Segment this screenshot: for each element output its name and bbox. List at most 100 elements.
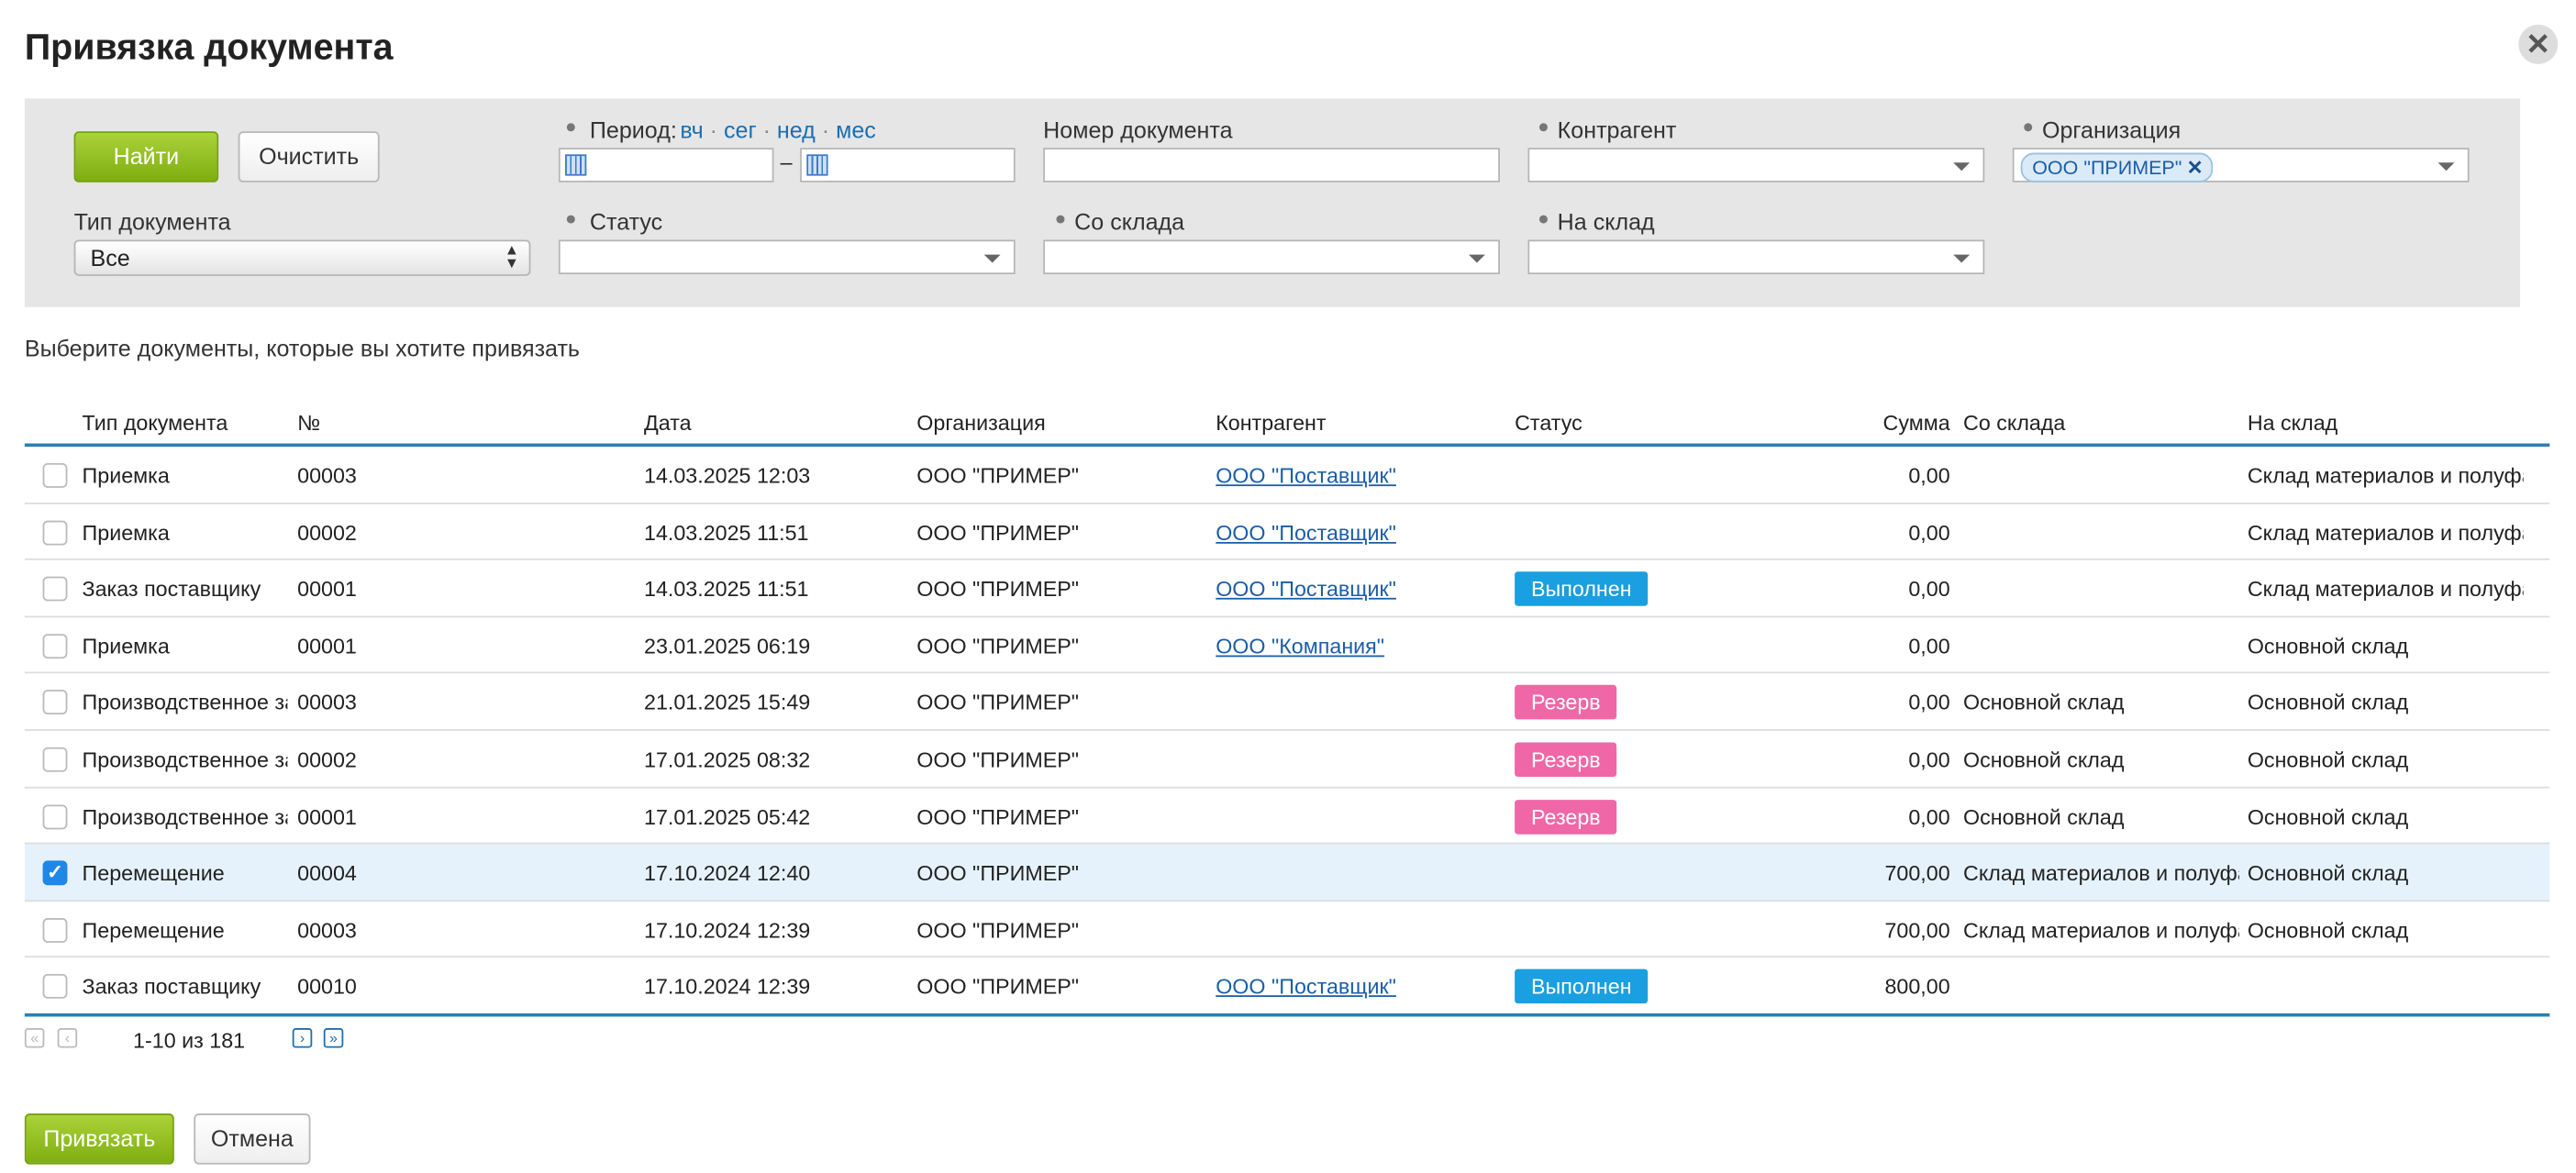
doctype-label: Тип документа [73, 208, 231, 236]
table-cell: Производственное зад [82, 690, 288, 715]
table-cell: Основной склад [2247, 747, 2409, 772]
counterparty-link[interactable]: ООО "Поставщик" [1216, 974, 1396, 1000]
cancel-button[interactable]: Отмена [194, 1113, 311, 1165]
counterparty-link[interactable]: ООО "Поставщик" [1216, 519, 1396, 545]
table-cell: 0,00 [1908, 463, 1950, 488]
tag-text: ООО "ПРИМЕР" [2032, 156, 2182, 180]
table-cell: 0,00 [1908, 747, 1950, 772]
counterparty-label: Контрагент [1557, 116, 1677, 143]
dialog-title: Привязка документа [24, 26, 394, 68]
table-cell: 00002 [297, 519, 357, 545]
table-cell: 00003 [297, 463, 357, 488]
column-header: Организация [916, 410, 1046, 436]
row-checkbox[interactable] [42, 690, 68, 715]
row-checkbox[interactable] [42, 974, 68, 1000]
table-cell: Склад материалов и полуфаб [2247, 463, 2524, 488]
table-cell: Основной склад [2247, 690, 2409, 715]
attach-button[interactable]: Привязать [24, 1113, 174, 1165]
status-label: Статус [589, 208, 663, 236]
table-cell: 700,00 [1884, 917, 1950, 943]
table-cell: 14.03.2025 11:51 [643, 519, 809, 545]
period-links: вч · сег · нед · мес [680, 116, 876, 143]
required-dot [1056, 215, 1065, 224]
tag-remove[interactable]: ✕ [2186, 156, 2204, 180]
column-header: Со склада [1963, 410, 2066, 436]
counterparty-link[interactable]: ООО "Поставщик" [1216, 463, 1396, 488]
row-checkbox[interactable] [42, 633, 68, 658]
table-cell: 00003 [297, 917, 357, 943]
status-badge: Выполнен [1515, 571, 1649, 607]
column-header: Контрагент [1216, 410, 1327, 436]
date-to[interactable] [800, 148, 1016, 183]
footer-line [24, 1013, 2550, 1017]
table-cell: ООО "ПРИМЕР" [916, 690, 1080, 715]
to-warehouse-label: На склад [1557, 208, 1655, 236]
from-warehouse-label: Со склада [1074, 208, 1185, 236]
row-checkbox[interactable]: ✓ [42, 860, 68, 886]
table-cell: 0,00 [1908, 690, 1950, 715]
row-checkbox[interactable] [42, 463, 68, 488]
find-button[interactable]: Найти [73, 131, 219, 183]
row-checkbox[interactable] [42, 917, 68, 943]
table-cell: 700,00 [1884, 860, 1950, 886]
required-dot [566, 123, 575, 132]
counterparty-select[interactable] [1527, 148, 1985, 183]
row-checkbox[interactable] [42, 803, 68, 829]
next-page[interactable]: › [292, 1028, 313, 1048]
doctype-value: Все [90, 244, 130, 271]
table-cell: Заказ поставщику [82, 974, 261, 1000]
table-cell: Основной склад [2247, 633, 2409, 658]
table-cell: 14.03.2025 11:51 [643, 576, 809, 602]
table-cell: 0,00 [1908, 576, 1950, 602]
required-dot [1538, 123, 1548, 132]
status-select[interactable] [558, 239, 1016, 275]
table-cell: Производственное зад [82, 803, 288, 829]
table-cell: 23.01.2025 06:19 [643, 633, 811, 658]
number-input[interactable] [1043, 148, 1501, 183]
from-warehouse-select[interactable] [1043, 239, 1501, 275]
row-checkbox[interactable] [42, 747, 68, 772]
table-cell: Основной склад [2247, 860, 2409, 886]
close-button[interactable]: ✕ [2518, 24, 2559, 64]
table-cell: 0,00 [1908, 519, 1950, 545]
row-separator [24, 843, 2550, 845]
row-separator [24, 502, 2550, 504]
doctype-select[interactable]: Все ▲ ▼ [73, 239, 531, 276]
table-cell: Основной склад [2247, 917, 2409, 943]
table-cell: 0,00 [1908, 633, 1950, 658]
period-link[interactable]: сег [723, 116, 757, 143]
table-cell: ООО "ПРИМЕР" [916, 519, 1080, 545]
period-link[interactable]: нед [776, 116, 816, 143]
counterparty-link[interactable]: ООО "Компания" [1216, 633, 1385, 658]
table-cell: 800,00 [1884, 974, 1950, 1000]
last-page[interactable]: » [323, 1028, 344, 1048]
to-warehouse-select[interactable] [1527, 239, 1985, 275]
page-range: 1-10 из 181 [133, 1028, 246, 1053]
table-cell: 0,00 [1908, 803, 1950, 829]
table-cell: Основной склад [2247, 803, 2409, 829]
date-from[interactable] [558, 148, 774, 183]
table-row[interactable] [24, 844, 2550, 902]
status-badge: Резерв [1515, 685, 1617, 721]
status-badge: Выполнен [1515, 969, 1649, 1004]
table-cell: 00001 [297, 803, 357, 829]
required-dot [566, 215, 575, 224]
table-cell: Приемка [82, 519, 170, 545]
table-cell: ООО "ПРИМЕР" [916, 803, 1080, 829]
table-cell: Приемка [82, 463, 170, 488]
row-separator [24, 956, 2550, 958]
row-checkbox[interactable] [42, 519, 68, 545]
table-cell: 00001 [297, 576, 357, 602]
required-dot [2024, 123, 2033, 132]
required-dot [1538, 215, 1548, 224]
row-separator [24, 786, 2550, 788]
prev-page: ‹ [57, 1028, 78, 1048]
period-link[interactable]: вч [680, 116, 704, 143]
table-cell: 17.01.2025 08:32 [643, 747, 811, 772]
period-link[interactable]: мес [836, 116, 876, 143]
counterparty-link[interactable]: ООО "Поставщик" [1216, 576, 1396, 602]
clear-button[interactable]: Очистить [238, 131, 380, 183]
table-cell: 00002 [297, 747, 357, 772]
dash: – [780, 149, 793, 174]
row-checkbox[interactable] [42, 576, 68, 602]
